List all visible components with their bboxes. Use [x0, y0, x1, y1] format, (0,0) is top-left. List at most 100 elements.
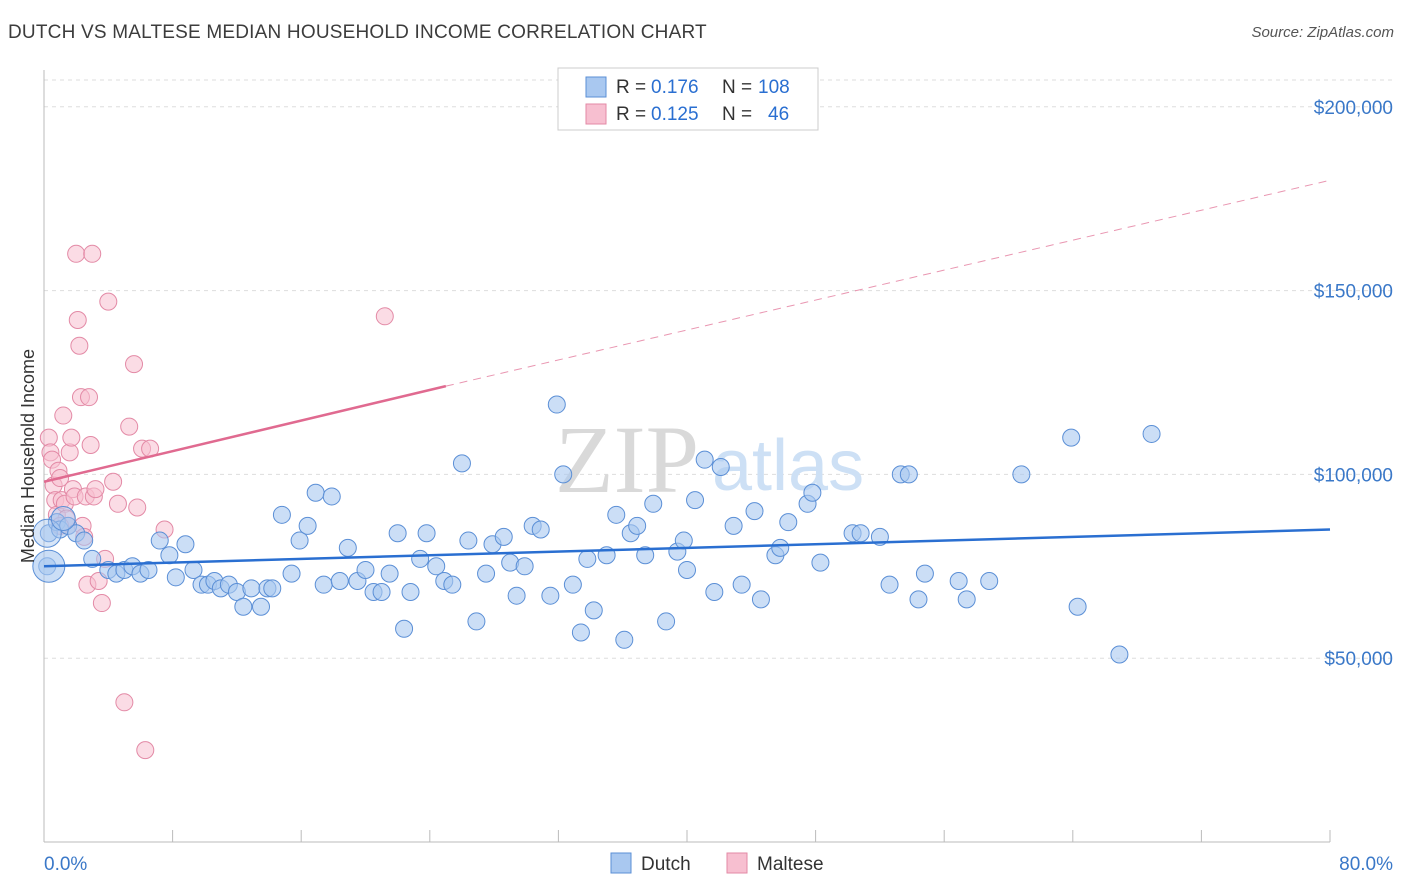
legend-label-dutch: Dutch — [641, 854, 691, 875]
dutch-point-6 — [75, 531, 94, 550]
y-tick-label-3: $200,000 — [1314, 98, 1393, 119]
dutch-point-57 — [494, 527, 513, 546]
source-label: Source: ZipAtlas.com — [1251, 24, 1394, 41]
dutch-point-108 — [1068, 597, 1087, 616]
y-tick-labels: $50,000 $100,000 $150,000 $200,000 — [1314, 98, 1393, 670]
series-legend: Dutch Maltese — [610, 852, 824, 875]
maltese-point-44 — [375, 307, 394, 326]
dutch-point-75 — [636, 546, 655, 565]
dutch-point-72 — [615, 630, 634, 649]
dutch-point-110 — [1142, 424, 1161, 443]
dutch-point-67 — [571, 623, 590, 642]
dutch-point-25 — [234, 597, 253, 616]
dutch-point-55 — [477, 564, 496, 583]
dutch-point-14 — [150, 531, 169, 550]
dutch-point-80 — [678, 560, 696, 579]
dutch-points — [32, 395, 1161, 664]
maltese-trend-line — [43, 384, 447, 483]
dutch-point-54 — [467, 612, 486, 631]
stats-legend: R = 0.176 N = 108 R = 0.125 N = 46 — [557, 67, 819, 131]
dutch-point-82 — [695, 450, 714, 469]
maltese-point-27 — [83, 244, 102, 263]
watermark-atlas: atlas — [712, 426, 864, 506]
dutch-point-62 — [531, 520, 550, 539]
legend-n-label-dutch: N = — [722, 77, 752, 98]
dutch-point-18 — [184, 560, 203, 579]
y-tick-label-1: $100,000 — [1314, 465, 1393, 486]
dutch-point-45 — [395, 619, 414, 638]
maltese-point-34 — [104, 472, 123, 491]
maltese-point-33 — [99, 292, 118, 311]
legend-swatch-dutch-bottom — [610, 852, 632, 874]
chart-title: DUTCH VS MALTESE MEDIAN HOUSEHOLD INCOME… — [8, 22, 707, 43]
dutch-point-7 — [83, 549, 102, 568]
y-axis-title: Median Household Income — [18, 349, 38, 563]
maltese-point-38 — [125, 355, 144, 374]
dutch-point-27 — [252, 597, 271, 616]
maltese-point-26 — [81, 435, 100, 454]
legend-n-value-maltese: 46 — [768, 104, 789, 125]
dutch-point-46 — [401, 583, 420, 602]
dutch-point-60 — [515, 557, 534, 576]
dutch-point-88 — [751, 590, 770, 609]
dutch-point-48 — [417, 524, 436, 543]
dutch-point-107 — [1062, 428, 1081, 447]
maltese-point-14 — [62, 428, 81, 447]
dutch-point-43 — [380, 564, 399, 583]
dutch-point-71 — [607, 505, 626, 524]
maltese-point-29 — [86, 480, 105, 499]
maltese-point-39 — [128, 498, 147, 517]
maltese-point-37 — [120, 417, 139, 436]
x-tick-label-0: 0.0% — [44, 854, 87, 875]
dutch-point-17 — [176, 535, 195, 554]
dutch-point-106 — [1012, 465, 1031, 484]
dutch-point-91 — [779, 513, 798, 532]
maltese-point-9 — [54, 406, 73, 425]
dutch-point-83 — [705, 583, 724, 602]
trend-lines — [43, 179, 1331, 568]
legend-label-maltese: Maltese — [757, 854, 824, 875]
dutch-point-100 — [899, 465, 918, 484]
dutch-point-49 — [427, 557, 446, 576]
dutch-point-66 — [563, 575, 582, 594]
dutch-point-16 — [166, 568, 185, 587]
maltese-trend-extension — [445, 179, 1331, 387]
dutch-point-103 — [949, 571, 968, 590]
dutch-point-98 — [880, 575, 899, 594]
dutch-point-81 — [686, 491, 705, 510]
dutch-point-85 — [724, 516, 743, 535]
dutch-point-84 — [711, 458, 730, 477]
legend-swatch-maltese — [585, 103, 607, 125]
dutch-point-44 — [388, 524, 407, 543]
dutch-point-102 — [915, 564, 934, 583]
dutch-point-29 — [263, 579, 282, 598]
dutch-point-68 — [578, 549, 597, 568]
dutch-point-cluster-2 — [50, 505, 76, 531]
dutch-point-69 — [584, 601, 603, 620]
y-tick-label-0: $50,000 — [1324, 649, 1393, 670]
dutch-point-33 — [298, 516, 317, 535]
dutch-trend-line — [43, 528, 1331, 568]
dutch-point-94 — [811, 553, 830, 572]
dutch-point-64 — [547, 395, 566, 414]
dutch-point-15 — [160, 546, 179, 565]
dutch-point-105 — [980, 571, 999, 590]
dutch-point-37 — [330, 571, 349, 590]
x-tick-label-1: 80.0% — [1339, 854, 1393, 875]
dutch-point-65 — [554, 465, 573, 484]
grid-lines — [44, 79, 1395, 659]
dutch-point-76 — [644, 494, 663, 513]
maltese-point-19 — [70, 336, 89, 355]
legend-r-label-maltese: R = — [616, 104, 646, 125]
dutch-point-26 — [242, 579, 261, 598]
legend-swatch-dutch — [585, 76, 607, 98]
watermark-zip: ZIP — [555, 406, 699, 513]
dutch-point-90 — [771, 538, 790, 557]
dutch-point-38 — [338, 538, 357, 557]
x-tick-labels: 0.0% 80.0% — [44, 854, 1393, 875]
y-tick-label-2: $150,000 — [1314, 282, 1393, 303]
dutch-point-87 — [745, 502, 764, 521]
maltese-points — [39, 244, 394, 760]
dutch-point-13 — [139, 560, 158, 579]
